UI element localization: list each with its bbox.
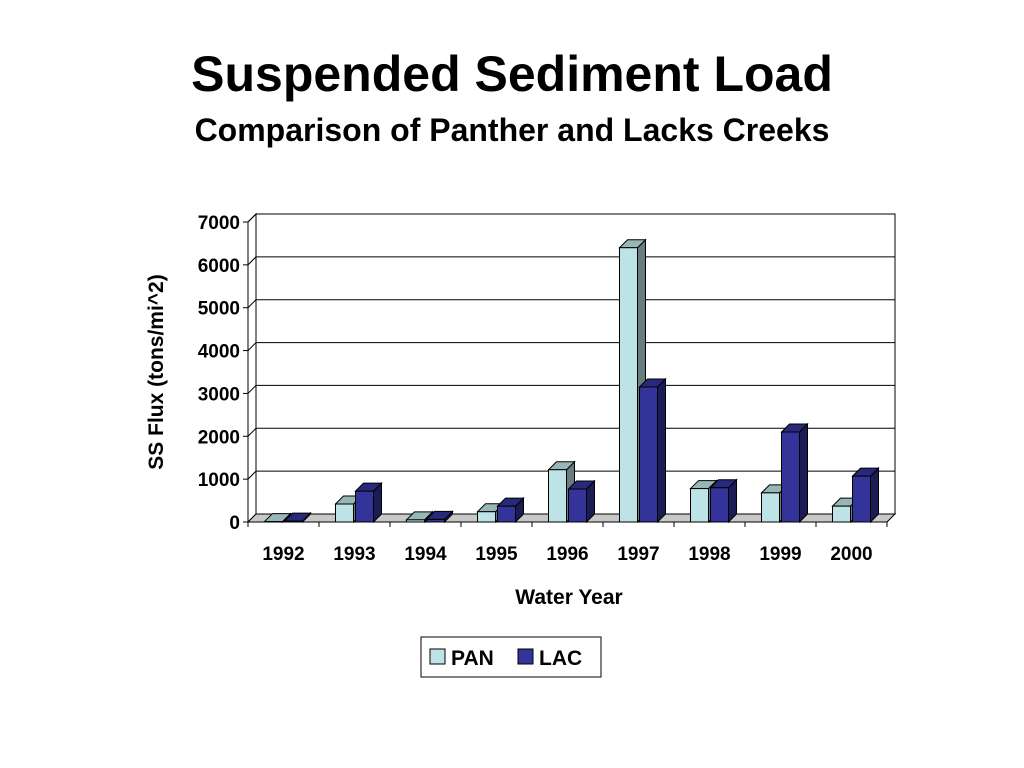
bar-lac-1996 [567, 479, 596, 524]
gridline-side [247, 213, 257, 223]
gridline-side [247, 342, 257, 351]
bar-lac-1994 [425, 510, 454, 524]
bar-front [568, 488, 587, 523]
y-tick-label: 0 [229, 513, 240, 534]
y-tick-label: 2000 [198, 427, 240, 448]
bar-side [870, 466, 879, 524]
bar-front [852, 475, 871, 523]
y-tick-label: 1000 [198, 470, 240, 491]
axis-layer: 0 1000 2000 3000 4000 5000 6000 7000 1992 1993 199… [198, 213, 888, 565]
y-tick-label: 3000 [198, 384, 240, 405]
bar-front [690, 488, 709, 523]
y-tick-label: 4000 [198, 342, 240, 363]
x-tick-label-1997: 1997 [617, 544, 659, 565]
bar-front [710, 487, 729, 523]
legend-label-lac: LAC [539, 647, 582, 670]
x-tick-label-1996: 1996 [546, 544, 588, 565]
bar-lac-1993 [354, 481, 383, 524]
gridline-side [247, 299, 257, 309]
legend-swatch-pan [429, 648, 446, 665]
legend-swatch-lac [517, 648, 534, 665]
x-tick-label-1999: 1999 [759, 544, 801, 565]
x-tick-label-1994: 1994 [404, 544, 447, 565]
bar-front [619, 247, 638, 523]
bar-front [477, 511, 496, 523]
x-tick-label-2000: 2000 [830, 544, 872, 565]
y-axis-title: SS Flux (tons/mi^2) [145, 274, 168, 469]
bar-front [548, 469, 567, 523]
bar-lac-1995 [496, 496, 525, 524]
bar-front [639, 386, 658, 523]
bar-side [657, 377, 666, 524]
bars-layer [263, 238, 880, 524]
x-tick-label-1993: 1993 [333, 544, 375, 565]
y-tick-label: 6000 [198, 256, 240, 277]
x-tick-label-1998: 1998 [688, 544, 730, 565]
slide-title: Suspended Sediment Load [191, 46, 833, 102]
y-tick-label: 5000 [198, 299, 240, 320]
bar-front [497, 505, 516, 523]
bar-front [781, 431, 800, 523]
bar-lac-1997 [638, 377, 667, 524]
bar-lac-1998 [709, 478, 738, 524]
y-tick-label: 7000 [198, 213, 240, 234]
x-tick-label-1992: 1992 [262, 544, 304, 565]
bar-front [761, 492, 780, 523]
bar-front [355, 490, 374, 523]
bar-front [335, 503, 354, 523]
slide-subtitle: Comparison of Panther and Lacks Creeks [194, 112, 830, 148]
legend: PAN LAC [420, 636, 602, 678]
bar-lac-1999 [780, 422, 809, 524]
bar-front [832, 505, 851, 523]
gridline-side [247, 256, 257, 266]
x-axis-title: Water Year [515, 586, 622, 609]
bar-lac-2000 [851, 466, 880, 524]
bar-side [799, 422, 808, 524]
gridline-side [247, 385, 257, 394]
legend-box [420, 636, 602, 678]
legend-label-pan: PAN [451, 647, 494, 670]
gridline-side [247, 427, 257, 437]
gridline-side [247, 470, 257, 480]
x-tick-label-1995: 1995 [475, 544, 518, 565]
